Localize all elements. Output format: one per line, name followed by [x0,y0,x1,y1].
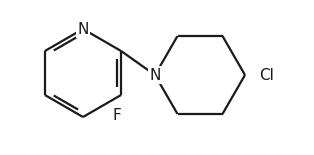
Text: N: N [149,67,161,82]
Text: N: N [77,22,89,36]
Text: Cl: Cl [260,67,274,82]
Text: F: F [113,108,122,122]
